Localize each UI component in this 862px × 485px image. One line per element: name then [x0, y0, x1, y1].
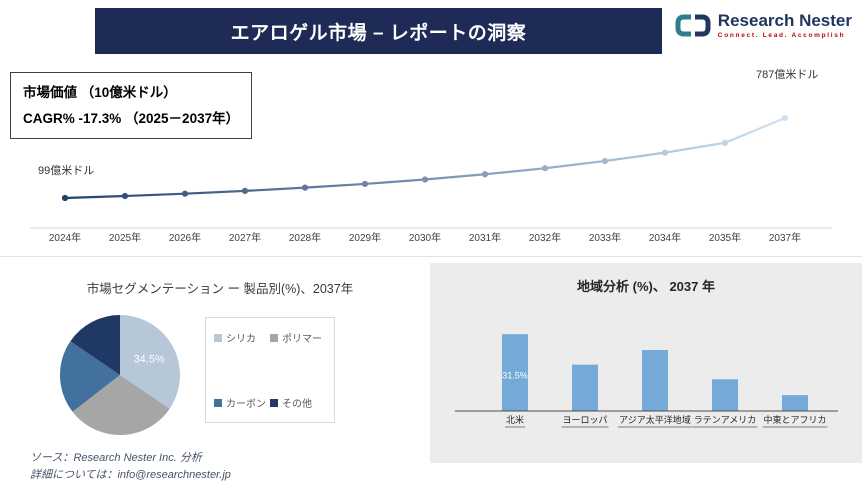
legend-item-carbon: カーボン	[214, 395, 270, 410]
cagr-label: CAGR% -17.3% （2025－2037年）	[23, 110, 240, 126]
data-point	[241, 187, 249, 195]
market-value-label: 市場価値 （10億米ドル）	[23, 85, 177, 100]
legend-label-polymer: ポリマー	[282, 334, 322, 345]
x-axis-tick-label: 2037年	[769, 231, 801, 244]
legend-label-carbon: カーボン	[226, 399, 266, 410]
data-point	[181, 190, 189, 197]
data-point	[721, 139, 729, 146]
pie-slice	[120, 315, 181, 409]
data-point	[661, 149, 669, 156]
x-axis-tick-label: 2032年	[529, 231, 561, 244]
x-axis-tick-label: 2026年	[169, 231, 201, 244]
line-end-value-label: 787億米ドル	[756, 69, 819, 81]
regional-bar-chart: 北米 ヨーロッパ アジア太平洋地域 ラテンアメリカ 中東とアフリカ 31.5%	[455, 334, 838, 428]
x-axis-tick-label: 2031年	[469, 231, 501, 244]
bar	[642, 350, 668, 411]
x-axis-tick-label: 2029年	[349, 231, 381, 244]
legend-item-others: その他	[270, 395, 326, 410]
legend-swatch-silica	[214, 333, 222, 342]
pie-slice	[72, 375, 170, 435]
title-banner: エアロゲル市場 – レポートの洞察	[95, 8, 662, 54]
brand-logo-icon	[675, 14, 711, 37]
section-divider	[0, 256, 862, 257]
line-start-value-label: 99億米ドル	[38, 165, 95, 177]
x-axis-tick-label: 2027年	[229, 231, 261, 244]
legend-label-others: その他	[282, 399, 312, 410]
x-axis-tick-label: 2030年	[409, 231, 441, 244]
pie-slice	[70, 315, 120, 375]
brand-logo: Research Nester Connect. Lead. Accomplis…	[674, 12, 852, 40]
page-title: エアロゲル市場 – レポートの洞察	[230, 22, 527, 44]
data-point	[601, 157, 609, 165]
bar-category-label: 中東とアフリカ	[763, 414, 826, 425]
legend-label-silica: シリカ	[226, 334, 256, 345]
brand-text: Research Nester Connect. Lead. Accomplis…	[718, 12, 852, 39]
brand-tagline: Connect. Lead. Accomplish	[717, 32, 846, 39]
regional-analysis-panel: 地域分析 (%)、 2037 年 北米 ヨーロッパ アジア太平洋地域 ラテンアメリカ中…	[430, 263, 862, 463]
legend-item-silica: シリカ	[214, 330, 270, 345]
data-point	[541, 165, 549, 172]
legend-item-polymer: ポリマー	[270, 330, 326, 345]
bar	[502, 334, 528, 411]
bar-data-label: 31.5%	[502, 371, 528, 381]
pie-slice	[60, 341, 120, 412]
market-value-line-chart: 2024年 2025年 2026年 2027年 2028年 2029年 2030年 2031年…	[30, 114, 832, 244]
regional-chart-title: 地域分析 (%)、 2037 年	[577, 279, 715, 294]
bar-category-label: ヨーロッパ	[562, 415, 607, 425]
footer-source: ソース：Research Nester Inc. 分析	[30, 452, 202, 464]
footer: ソース：Research Nester Inc. 分析 詳細については：info…	[30, 450, 231, 483]
brand-name: Research Nester	[717, 11, 852, 30]
bar	[572, 364, 598, 411]
market-value-box: 市場価値 （10億米ドル） CAGR% -17.3% （2025－2037年）	[10, 72, 253, 140]
pie-data-label: 34.5%	[134, 354, 165, 366]
bar-category-label: ラテンアメリカ	[694, 415, 757, 425]
pie-legend: シリカ ポリマー カーボン その他	[205, 317, 335, 423]
segmentation-pie-chart: 34.5%	[60, 315, 181, 435]
data-point	[361, 180, 369, 188]
segmentation-chart-title: 市場セグメンテーション ー 製品別(%)、2037年	[86, 282, 354, 296]
x-axis-tick-label: 2035年	[709, 231, 741, 244]
x-axis-tick-label: 2028年	[289, 231, 321, 244]
bar-category-label: 北米	[506, 414, 524, 425]
data-point	[61, 194, 69, 202]
bar	[712, 379, 738, 411]
legend-swatch-others	[270, 398, 278, 407]
data-point	[421, 176, 429, 183]
bar	[782, 395, 808, 411]
x-axis-tick-label: 2024年	[49, 231, 81, 244]
data-point	[481, 171, 489, 178]
x-axis-tick-label: 2025年	[109, 231, 141, 244]
legend-swatch-polymer	[270, 333, 278, 342]
data-point	[121, 192, 129, 200]
footer-details: 詳細については：info@researchnester.jp	[30, 468, 231, 481]
x-axis-tick-label: 2034年	[649, 231, 681, 244]
data-point	[781, 114, 789, 122]
x-axis-tick-label: 2033年	[589, 231, 621, 244]
bar-category-label: アジア太平洋地域	[619, 414, 691, 425]
data-point	[301, 184, 309, 191]
legend-swatch-carbon	[214, 398, 222, 407]
